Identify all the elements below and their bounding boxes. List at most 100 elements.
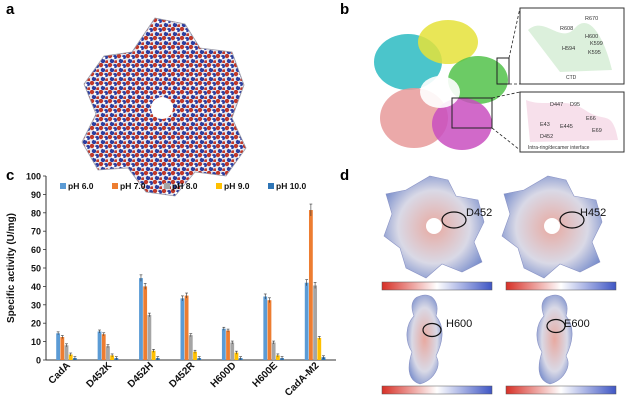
electrostatic-scale-bar — [381, 385, 493, 395]
x-tick-label: CadA — [47, 360, 73, 386]
bar-ph-9.0-d452r — [193, 351, 197, 360]
residue-label: E445 — [560, 124, 573, 130]
residue-label: D452 — [540, 134, 553, 140]
electrostatic-scale-bar — [505, 281, 617, 291]
bar-ph-8.0-cada — [64, 345, 69, 360]
ribbon-yellow — [418, 20, 478, 64]
bar-ph-6.0-h600d — [221, 328, 226, 360]
panel-letter-d: d — [340, 167, 349, 184]
surface-map-wt-h600 — [406, 294, 443, 385]
legend-swatch — [60, 183, 66, 189]
bar-ph-7.0-h600d — [226, 330, 230, 360]
y-tick-label: 60 — [31, 245, 41, 255]
x-tick-label: H600E — [251, 360, 281, 390]
bar-ph-6.0-cada — [56, 333, 61, 360]
legend-label: pH 9.0 — [224, 181, 250, 191]
y-tick-label: 40 — [31, 282, 41, 292]
y-tick-label: 70 — [31, 227, 41, 237]
residue-label: E69 — [592, 128, 602, 134]
legend-label: pH 7.0 — [120, 181, 146, 191]
bar-ph-6.0-cada-m2 — [304, 282, 309, 360]
bar-ph-9.0-d452k — [110, 355, 115, 360]
legend-swatch — [216, 183, 222, 189]
bar-ph-9.0-h600e — [275, 355, 280, 360]
bar-ph-7.0-cada-m2 — [308, 210, 313, 360]
x-tick-label: D452R — [167, 360, 197, 390]
central-pore — [151, 97, 173, 119]
residue-label: R670 — [585, 16, 598, 22]
residue-label-e600: E600 — [564, 318, 590, 330]
residue-label: K595 — [588, 50, 601, 56]
bar-ph-9.0-d452h — [151, 350, 156, 360]
legend-label: pH 8.0 — [172, 181, 198, 191]
legend-swatch — [112, 183, 118, 189]
ribbon-magenta — [432, 98, 492, 150]
residue-label-h452: H452 — [580, 207, 606, 219]
legend-label: pH 6.0 — [68, 181, 94, 191]
legend-swatch — [268, 183, 274, 189]
zoom-box-top — [496, 57, 510, 85]
bar-ph-9.0-h600d — [234, 352, 239, 360]
chart-x-labels: CadA D452K D452H D452R H600D H600E CadA-M2 — [47, 360, 322, 399]
highlight-ellipse — [422, 322, 442, 338]
inset-caption: CTD — [566, 75, 577, 81]
electrostatic-scale-bar — [505, 385, 617, 395]
bar-ph-7.0-d452k — [101, 334, 106, 360]
ribbon-center — [420, 76, 460, 108]
chart-bars — [56, 203, 326, 360]
residue-label: K599 — [590, 41, 603, 47]
x-tick-label: H600D — [209, 360, 239, 390]
bar-ph-6.0-d452k — [97, 331, 102, 360]
panel-letter-b: b — [340, 1, 349, 18]
electrostatic-scale-bar — [381, 281, 493, 291]
y-tick-label: 80 — [31, 208, 41, 218]
bar-ph-7.0-d452h — [143, 286, 148, 360]
x-tick-label: D452K — [84, 360, 114, 390]
y-tick-label: 0 — [36, 356, 41, 366]
residue-label: R608 — [560, 26, 573, 32]
surface-pore — [544, 218, 560, 234]
bar-ph-6.0-h600e — [263, 296, 268, 360]
bar-ph-8.0-d452r — [188, 335, 193, 360]
y-tick-label: 90 — [31, 190, 41, 200]
zoom-box-bottom — [451, 97, 493, 129]
bar-ph-7.0-d452r — [184, 295, 189, 360]
bar-ph-9.0-cada-m2 — [317, 337, 322, 360]
bar-ph-6.0-d452h — [139, 278, 143, 360]
residue-label: D447 — [550, 102, 563, 108]
surface-map-mut-e600 — [536, 294, 573, 385]
y-tick-label: 30 — [31, 300, 41, 310]
residue-label-d452: D452 — [466, 207, 492, 219]
legend-swatch — [164, 183, 170, 189]
panel-letter-a: a — [6, 1, 15, 18]
bar-ph-8.0-h600d — [230, 342, 235, 360]
x-tick-label: CadA-M2 — [283, 360, 322, 399]
highlight-ellipse — [441, 211, 467, 229]
y-tick-label: 100 — [26, 172, 41, 182]
residue-label: H600 — [585, 34, 598, 40]
y-tick-label: 20 — [31, 319, 41, 329]
residue-label-h600: H600 — [446, 318, 472, 330]
bar-ph-9.0-cada — [68, 354, 73, 360]
bar-ph-8.0-d452h — [147, 314, 152, 360]
residue-label: E66 — [586, 116, 596, 122]
legend-label: pH 10.0 — [276, 181, 307, 191]
chart-legend: pH 6.0 pH 7.0 pH 8.0 pH 9.0 pH 10.0 — [60, 181, 307, 191]
inset-caption: Intra-ring/decamer interface — [528, 145, 590, 151]
x-tick-label: D452H — [126, 360, 156, 390]
highlight-ellipse — [546, 318, 566, 334]
bar-ph-7.0-cada — [60, 337, 65, 360]
bar-ph-6.0-d452r — [180, 298, 185, 360]
residue-label: E43 — [540, 122, 550, 128]
panel-letter-c: c — [6, 167, 14, 184]
ribbon-green — [448, 56, 508, 104]
residue-label: D95 — [570, 102, 580, 108]
y-tick-label: 50 — [31, 264, 41, 274]
bar-ph-8.0-cada-m2 — [313, 285, 317, 360]
bar-ph-7.0-h600e — [267, 300, 272, 360]
surface-pore — [426, 218, 442, 234]
y-tick-label: 10 — [31, 337, 41, 347]
highlight-ellipse — [559, 211, 585, 229]
panel-b: b R670 R608 H600 K599 H594 K595 CTD — [340, 1, 625, 153]
bar-ph-8.0-d452k — [106, 346, 110, 360]
